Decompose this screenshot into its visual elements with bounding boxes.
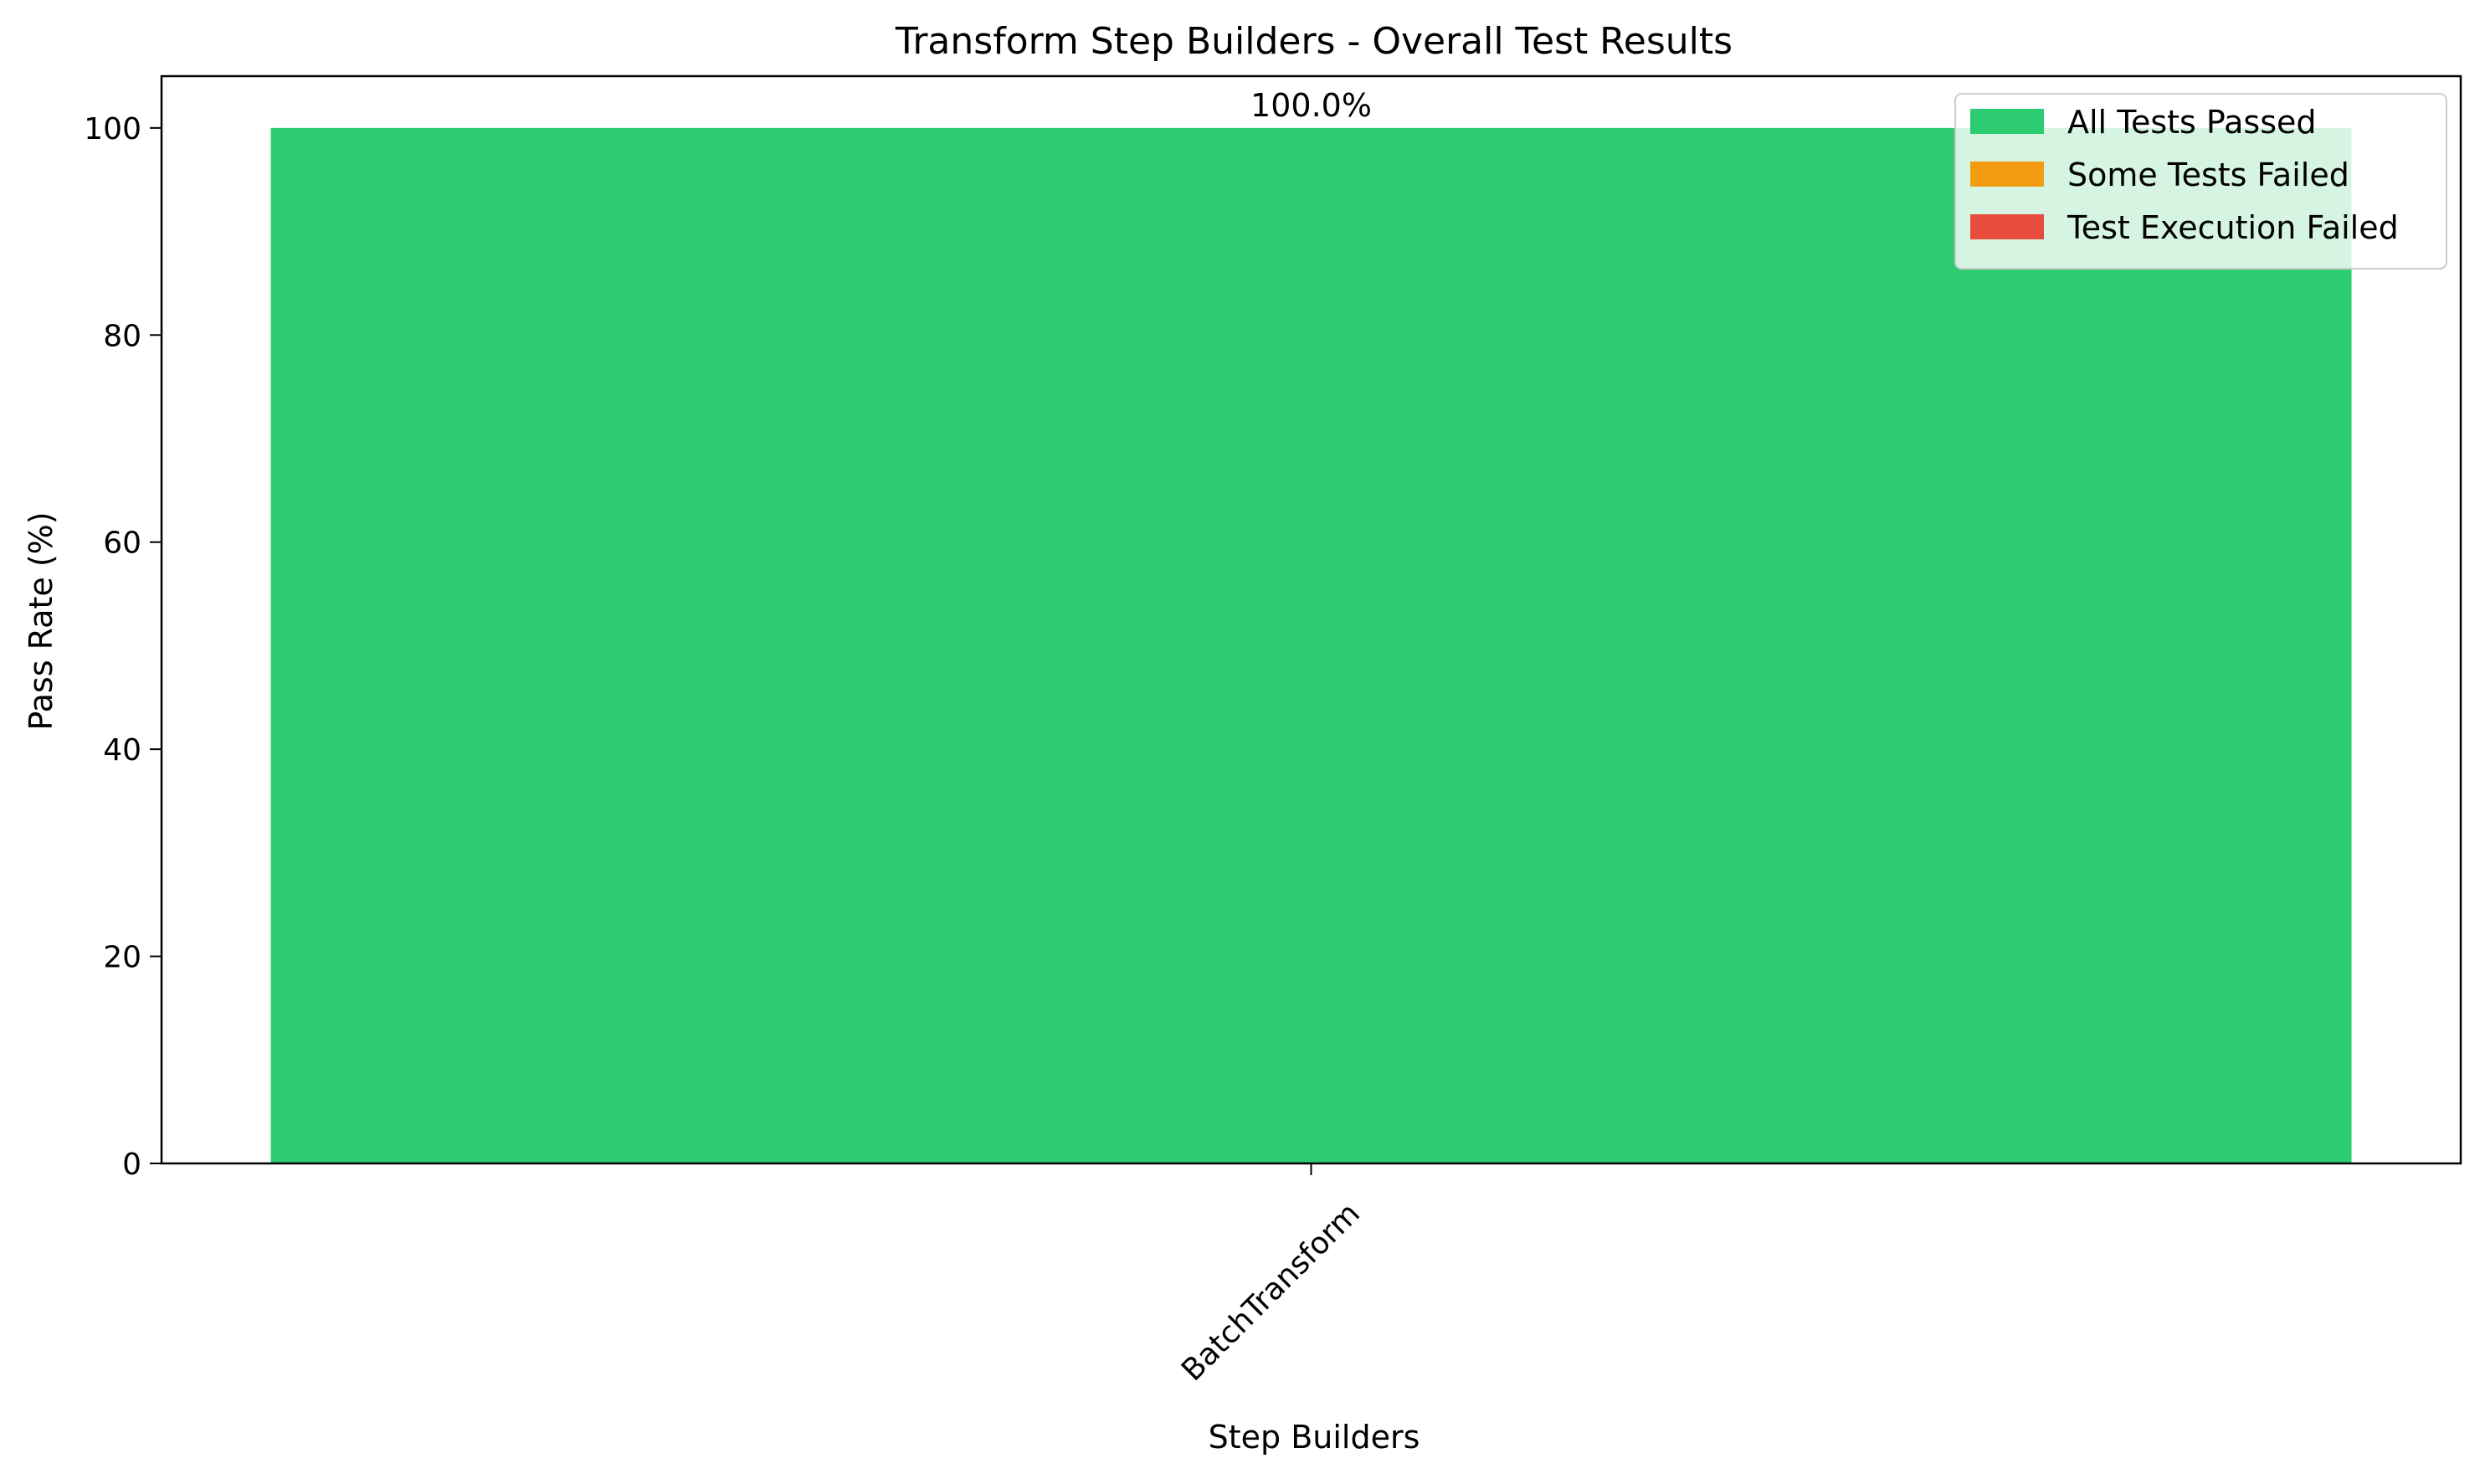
y-tick-label: 60 [103, 526, 141, 561]
legend-swatch [1970, 162, 2044, 187]
legend: All Tests Passed Some Tests Failed Test Ex… [1954, 93, 2447, 270]
y-tick-label: 0 [122, 1148, 141, 1182]
y-axis-label: Pass Rate (%) [23, 511, 59, 730]
legend-box [1954, 93, 2447, 270]
y-tick-label: 40 [103, 733, 141, 768]
y-tick-label: 100 [84, 112, 141, 146]
plot-frame [160, 74, 2462, 1165]
y-tick-label: 80 [103, 319, 141, 353]
chart-title: Transform Step Builders - Overall Test R… [895, 20, 1733, 63]
bar-value-label: 100.0% [1250, 87, 1372, 124]
x-axis-label: Step Builders [1209, 1419, 1420, 1456]
legend-swatch [1970, 214, 2044, 239]
bar-batchtransform [270, 127, 2352, 1163]
legend-swatch [1970, 109, 2044, 134]
legend-entry-label: All Tests Passed [2067, 104, 2317, 141]
legend-entry-label: Some Tests Failed [2067, 157, 2349, 193]
legend-entry-label: Test Execution Failed [2067, 209, 2399, 246]
y-tick-label: 20 [103, 941, 141, 975]
